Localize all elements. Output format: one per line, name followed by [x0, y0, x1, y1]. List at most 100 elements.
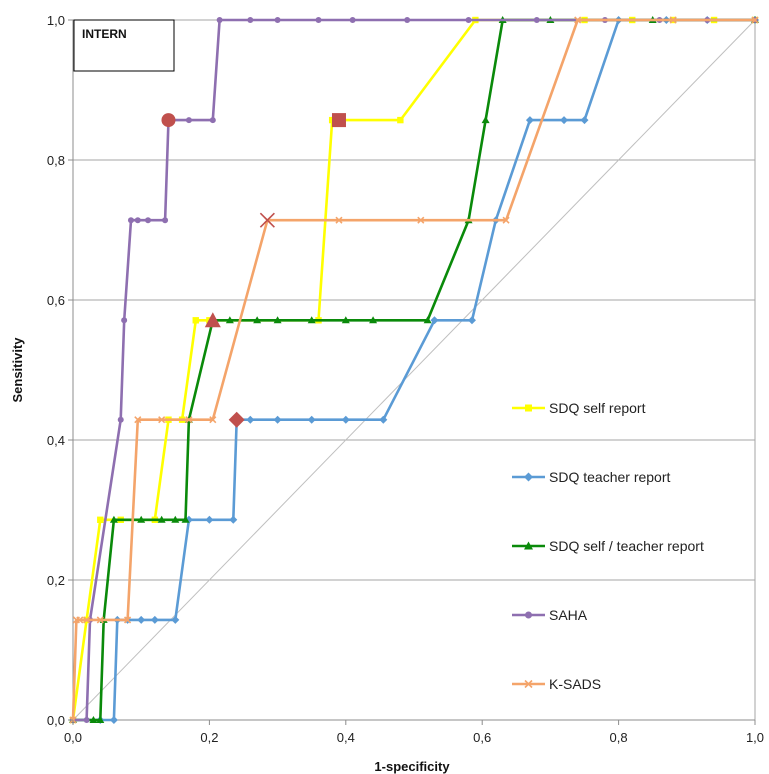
y-axis-title: Sensitivity — [10, 337, 25, 403]
data-point — [580, 116, 589, 125]
reference-diagonal — [72, 19, 756, 721]
x-tick-label: 0,8 — [610, 730, 628, 745]
cutoff-point — [331, 113, 346, 128]
panel-label-box: INTERN — [73, 19, 175, 72]
x-tick-label: 0,4 — [337, 730, 355, 745]
data-point — [109, 716, 118, 724]
legend-item: SDQ self report — [512, 400, 646, 416]
y-tick-label: 0,6 — [47, 293, 65, 308]
data-point — [307, 415, 316, 424]
x-mark-stroke — [123, 616, 132, 624]
legend: SDQ self report SDQ teacher report SDQ sel… — [512, 400, 704, 692]
axes: 0,0 0,2 0,4 0,6 0,8 1,0 0,0 0,2 0,4 0,6 0,8 1,0 1-sp… — [10, 13, 764, 774]
x-mark-stroke — [76, 616, 84, 624]
data-point — [560, 116, 569, 125]
data-point — [315, 17, 322, 23]
data-point — [145, 217, 152, 224]
data-point — [274, 17, 281, 23]
data-point — [185, 416, 193, 424]
x-mark-stroke — [524, 679, 533, 689]
x-mark-stroke — [134, 416, 142, 424]
data-point — [171, 615, 180, 624]
data-point — [127, 217, 134, 224]
data-point — [157, 515, 166, 523]
data-point — [341, 316, 350, 324]
data-point — [574, 16, 582, 24]
data-point — [83, 717, 90, 723]
x-mark-stroke — [502, 216, 510, 224]
x-axis-title: 1-specificity — [374, 759, 450, 774]
legend-marker — [525, 404, 532, 412]
x-mark-stroke — [751, 16, 759, 24]
legend-label: SDQ self report — [549, 400, 646, 416]
legend-item: SDQ teacher report — [512, 469, 670, 485]
data-point — [423, 316, 432, 324]
x-mark-stroke — [185, 416, 193, 424]
x-mark-stroke — [574, 16, 582, 24]
data-point — [150, 615, 159, 624]
legend-label: SDQ self / teacher report — [549, 538, 704, 554]
data-point — [247, 17, 254, 23]
x-mark-stroke — [209, 416, 217, 424]
data-point — [465, 17, 472, 23]
x-mark-stroke — [96, 616, 104, 624]
data-point — [96, 716, 105, 723]
legend-marker — [524, 472, 533, 482]
data-point — [369, 316, 378, 324]
data-point — [225, 316, 234, 324]
cutoff-point — [161, 113, 176, 128]
legend-label: K-SADS — [549, 676, 601, 692]
series-line — [73, 18, 755, 722]
data-point — [502, 216, 510, 224]
data-point — [751, 16, 759, 24]
cutoff-point — [228, 411, 245, 428]
x-tick-label: 0,0 — [64, 730, 82, 745]
data-point — [209, 117, 216, 124]
data-point — [192, 317, 199, 324]
x-mark-stroke — [669, 16, 677, 24]
x-mark-stroke — [259, 212, 275, 228]
data-point — [246, 415, 255, 424]
data-point — [273, 415, 282, 424]
data-point — [379, 415, 388, 424]
legend-label: SAHA — [549, 607, 588, 623]
data-point — [341, 415, 350, 424]
data-point — [349, 17, 356, 23]
plot-frame — [72, 19, 756, 721]
data-point — [533, 17, 540, 23]
cutoff-point — [204, 312, 221, 328]
data-point — [185, 117, 192, 124]
data-point — [397, 116, 404, 124]
x-mark-stroke — [83, 616, 91, 624]
data-point — [417, 216, 425, 224]
data-point — [525, 116, 534, 125]
data-point — [481, 116, 490, 124]
data-point — [669, 16, 677, 24]
x-tick-label: 0,6 — [473, 730, 491, 745]
legend-label: SDQ teacher report — [549, 469, 670, 485]
y-tick-label: 0,8 — [47, 153, 65, 168]
y-tick-label: 0,4 — [47, 433, 65, 448]
legend-marker — [524, 541, 533, 550]
data-point — [216, 17, 223, 23]
data-point — [209, 416, 217, 424]
data-point — [83, 616, 91, 624]
y-tick-label: 0,0 — [47, 713, 65, 728]
data-point — [273, 316, 282, 324]
data-point — [467, 316, 476, 325]
cutoff-point — [259, 212, 275, 228]
legend-item: K-SADS — [512, 676, 601, 692]
data-point — [121, 317, 128, 324]
data-point — [97, 516, 104, 523]
data-point — [335, 216, 343, 224]
legend-marker — [524, 679, 533, 689]
panel-label-frame — [73, 19, 175, 72]
x-tick-label: 1,0 — [746, 730, 764, 745]
x-mark-stroke — [335, 216, 343, 224]
data-point — [123, 616, 132, 624]
series-sdq-self-teacher-report — [69, 16, 759, 723]
data-point — [205, 515, 214, 524]
data-point — [137, 515, 146, 523]
data-point — [89, 716, 98, 723]
